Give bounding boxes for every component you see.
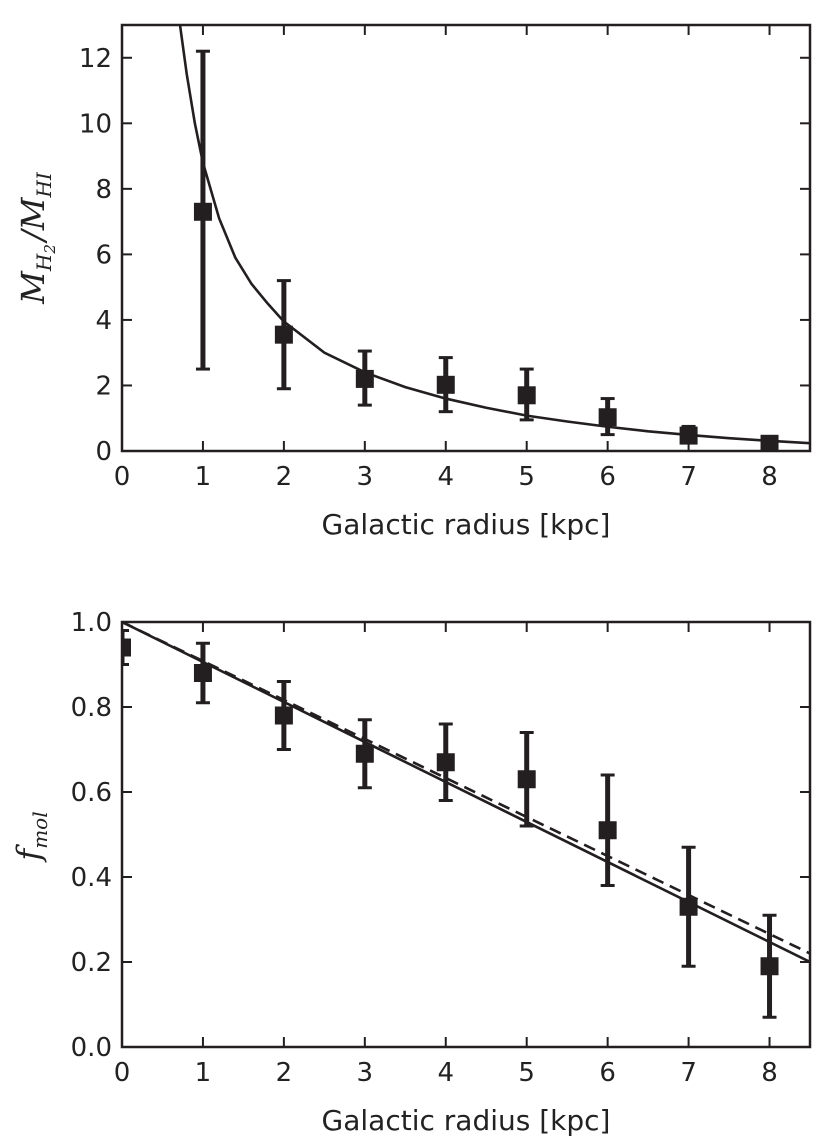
bottom-square-marker	[679, 897, 698, 916]
top-y-tick-label: 2	[95, 371, 112, 401]
bottom-y-tick-label: 0.4	[71, 863, 112, 893]
bottom-data-point	[355, 718, 374, 790]
bottom-square-marker	[274, 706, 293, 725]
bottom-y-axis-label: fmol	[10, 811, 52, 862]
bottom-data-point	[679, 845, 698, 968]
bottom-data-point	[274, 680, 293, 751]
top-data-point	[436, 356, 455, 414]
top-y-tick-label: 8	[95, 175, 112, 205]
bottom-plot-frame	[120, 620, 812, 1049]
top-y-tick-label: 12	[79, 44, 112, 74]
panel-molecular-fraction: Galactic radius [kpc] fmol 0 1 2 3 4 5 6 7 8 0.0 0…	[10, 608, 812, 1137]
bottom-plot-area	[122, 622, 810, 1019]
y-label-subscript: mol	[28, 811, 52, 848]
y-label-numerator-subscript: H	[32, 253, 56, 272]
top-square-marker	[355, 369, 374, 388]
top-plot-frame	[120, 23, 812, 453]
top-square-marker	[517, 386, 536, 405]
bottom-square-marker	[760, 957, 779, 976]
top-x-tick-label: 1	[195, 462, 212, 492]
panel-molecular-to-atomic-ratio: Galactic radius [kpc] MH2/MHI 0 1 2 3 4 5 6 7 80…	[14, 23, 812, 541]
bottom-square-marker	[122, 638, 131, 657]
bottom-y-tick-label: 0.6	[71, 778, 112, 808]
bottom-x-tick-label: 6	[599, 1058, 616, 1088]
top-x-tick-label: 4	[437, 462, 454, 492]
top-x-tick-label: 2	[276, 462, 293, 492]
top-data-point	[274, 279, 293, 391]
y-label-denominator-symbol: M	[14, 196, 52, 231]
bottom-data-point	[760, 913, 779, 1019]
top-y-tick-label: 0	[95, 437, 112, 467]
bottom-x-tick-label: 7	[680, 1058, 697, 1088]
top-x-axis-label: Galactic radius [kpc]	[322, 508, 611, 541]
top-x-tick-label: 0	[114, 462, 131, 492]
bottom-x-tick-label: 0	[114, 1058, 131, 1088]
bottom-data-point	[122, 629, 131, 666]
top-data-point	[679, 424, 698, 445]
bottom-x-tick-label: 4	[437, 1058, 454, 1088]
y-label-numerator-symbol: M	[14, 270, 52, 305]
bottom-x-tick-label: 1	[195, 1058, 212, 1088]
top-y-tick-label: 4	[95, 306, 112, 336]
bottom-y-tick-label: 0.0	[71, 1033, 112, 1063]
bottom-square-marker	[436, 753, 455, 772]
bottom-x-axis-label: Galactic radius [kpc]	[322, 1104, 611, 1137]
top-square-marker	[274, 325, 293, 344]
top-data-point	[598, 397, 617, 437]
bottom-square-marker	[355, 744, 374, 763]
bottom-y-tick-label: 0.2	[71, 948, 112, 978]
y-label-separator: /	[14, 227, 52, 244]
top-square-marker	[598, 408, 617, 427]
bottom-dashed-fit-line	[122, 622, 810, 955]
top-square-marker	[679, 426, 698, 445]
bottom-y-tick-label: 0.8	[71, 693, 112, 723]
top-data-point	[517, 367, 536, 422]
top-solid-fit-line	[178, 25, 810, 445]
top-plot-area	[178, 25, 810, 451]
bottom-data-point	[517, 731, 536, 828]
bottom-square-marker	[517, 770, 536, 789]
top-x-tick-label: 5	[518, 462, 535, 492]
top-y-tick-label: 10	[79, 109, 112, 139]
bottom-x-tick-label: 3	[357, 1058, 374, 1088]
top-data-point	[355, 349, 374, 407]
top-data-point	[193, 49, 212, 371]
top-x-tick-label: 3	[357, 462, 374, 492]
bottom-square-marker	[193, 664, 212, 682]
bottom-x-tick-label: 2	[276, 1058, 293, 1088]
bottom-data-point	[598, 773, 617, 887]
bottom-y-tick-label: 1.0	[71, 608, 112, 638]
bottom-x-tick-label: 5	[518, 1058, 535, 1088]
top-x-tick-label: 6	[599, 462, 616, 492]
top-y-axis-label: MH2/MHI	[14, 171, 59, 305]
bottom-data-point	[436, 722, 455, 802]
top-x-tick-label: 7	[680, 462, 697, 492]
y-label-denominator-subscript: HI	[32, 171, 56, 198]
top-x-tick-label: 8	[761, 462, 778, 492]
bottom-x-tick-label: 8	[761, 1058, 778, 1088]
bottom-square-marker	[598, 821, 617, 840]
top-y-tick-label: 6	[95, 240, 112, 270]
bottom-data-point	[193, 641, 212, 705]
top-square-marker	[193, 202, 212, 221]
y-label-numerator-subsubscript: 2	[41, 244, 59, 255]
top-square-marker	[436, 375, 455, 394]
